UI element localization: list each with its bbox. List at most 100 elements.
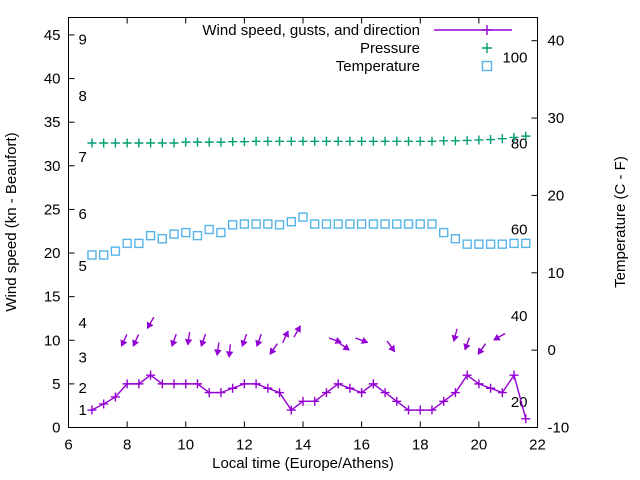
beaufort-label: 5 xyxy=(79,258,87,275)
pressure-point xyxy=(380,136,390,146)
wind-speed-point xyxy=(415,405,425,415)
arrow-head xyxy=(225,351,234,358)
temperature-point xyxy=(110,246,121,256)
wind-direction-arrow xyxy=(132,334,140,347)
wind-direction-arrow xyxy=(225,344,234,358)
y-tick-label: 45 xyxy=(44,27,61,44)
temperature-point xyxy=(439,227,449,238)
wind-speed-point xyxy=(275,388,285,398)
x-tick-label: 18 xyxy=(412,437,429,454)
beaufort-label: 8 xyxy=(79,88,87,105)
temperature-point xyxy=(497,239,508,249)
pressure-point xyxy=(404,136,414,146)
y-axis-title: Wind speed (kn - Beaufort) xyxy=(3,132,20,311)
wind-speed-point xyxy=(521,414,531,424)
temperature-point xyxy=(356,219,367,229)
temperature-point xyxy=(227,220,238,230)
x-tick-label: 14 xyxy=(295,437,312,454)
arrow-head xyxy=(493,333,501,341)
pressure-point xyxy=(357,136,367,146)
pressure-point xyxy=(345,136,355,146)
x-axis-top-ticks xyxy=(68,17,538,24)
pressure-point xyxy=(263,136,273,146)
wind-speed-point xyxy=(450,388,460,398)
pressure-point xyxy=(228,137,238,147)
wind-speed-point xyxy=(192,379,202,389)
arrow-head xyxy=(214,349,222,357)
y2-tick-label: 10 xyxy=(548,265,565,282)
arrow-head xyxy=(184,338,193,346)
wind-speed-point xyxy=(204,388,214,398)
pressure-point xyxy=(275,136,285,146)
wind-direction-arrow xyxy=(269,343,278,355)
wind-speed-point xyxy=(298,396,308,406)
wind-speed-point xyxy=(169,379,179,389)
pressure-point xyxy=(110,138,120,148)
wind-speed-point xyxy=(239,379,249,389)
wind-speed-point xyxy=(439,396,449,406)
fahrenheit-label: 80 xyxy=(511,136,528,153)
wind-speed-point xyxy=(486,383,496,393)
legend-label: Pressure xyxy=(360,40,420,57)
temperature-point xyxy=(263,219,273,229)
pressure-point xyxy=(486,135,496,145)
arrow-head xyxy=(451,334,459,342)
y-tick-label: 35 xyxy=(44,114,61,131)
beaufort-label: 2 xyxy=(79,380,87,397)
pressure-point xyxy=(251,136,261,146)
wind-speed-point xyxy=(462,370,472,380)
y-tick-label: 25 xyxy=(44,201,61,218)
wind-direction-arrow xyxy=(170,333,178,347)
x-tick-label: 16 xyxy=(353,437,370,454)
y2-tick-label: -10 xyxy=(548,420,570,437)
wind-direction-arrow xyxy=(214,342,222,357)
chart-legend: Wind speed, gusts, and directionPressure… xyxy=(202,22,512,75)
temperature-point xyxy=(450,234,461,244)
pressure-point xyxy=(192,137,202,147)
pressure-point xyxy=(462,135,472,145)
x-axis-title: Local time (Europe/Athens) xyxy=(212,455,394,472)
fahrenheit-label: 60 xyxy=(511,221,528,238)
arrow-head xyxy=(463,343,471,351)
temperature-point xyxy=(415,219,425,229)
pressure-point xyxy=(169,138,179,148)
pressure-point xyxy=(87,138,97,148)
x-axis-ticks: 6 8 10 12 14 16 18 20 22 xyxy=(64,421,546,454)
y-tick-label: 5 xyxy=(52,376,60,393)
arrow-head xyxy=(147,321,154,329)
arrow-head xyxy=(269,347,277,355)
arrow-head xyxy=(170,339,178,347)
wind-speed-point xyxy=(368,379,378,389)
beaufort-label: 1 xyxy=(79,402,87,419)
wind-speed-point xyxy=(357,388,367,398)
temperature-point xyxy=(474,239,484,249)
wind-speed-point xyxy=(87,405,97,415)
wind-speed-point xyxy=(509,370,519,380)
temperature-point xyxy=(521,238,531,249)
temperature-point xyxy=(462,239,472,249)
wind-speed-point xyxy=(345,383,355,393)
x-tick-label: 6 xyxy=(64,437,72,454)
temperature-point xyxy=(181,227,191,238)
wind-speed-point xyxy=(216,388,226,398)
fahrenheit-label: 20 xyxy=(511,394,528,411)
temperature-point xyxy=(392,219,402,229)
pressure-point xyxy=(122,138,132,148)
pressure-point xyxy=(321,136,331,146)
temperature-point xyxy=(134,238,144,249)
arrow-head xyxy=(132,339,139,347)
pressure-point xyxy=(368,136,378,146)
temperature-point xyxy=(122,238,132,249)
wind-speed-point xyxy=(404,405,414,415)
wind-speed-point xyxy=(146,370,156,380)
pressure-point xyxy=(333,136,343,146)
arrow-head xyxy=(282,330,290,338)
wind-direction-arrow xyxy=(282,330,290,343)
temperature-point xyxy=(509,238,519,249)
pressure-point xyxy=(439,136,449,146)
pressure-point xyxy=(99,138,109,148)
y2-tick-label: 40 xyxy=(548,33,565,50)
